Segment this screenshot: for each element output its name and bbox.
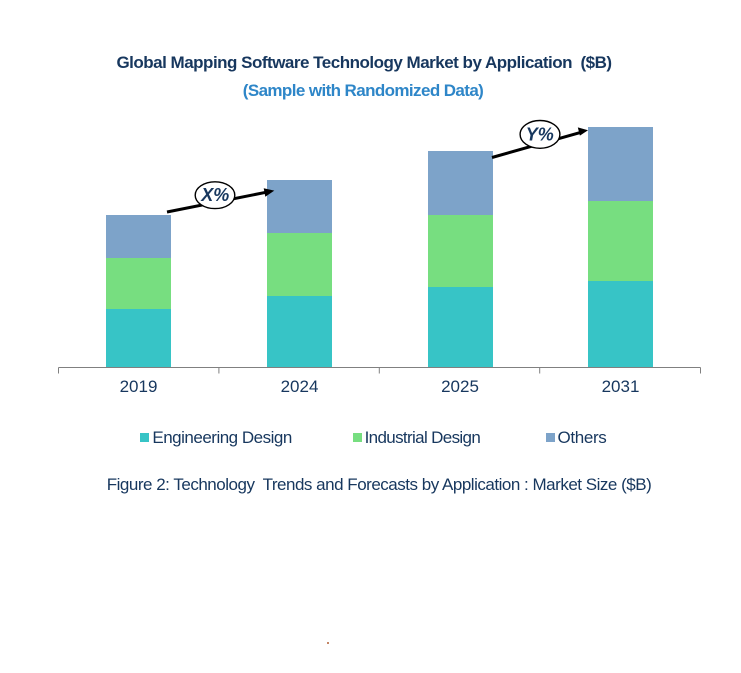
svg-text:Y%: Y% (526, 125, 554, 145)
svg-text:X%: X% (200, 185, 229, 205)
